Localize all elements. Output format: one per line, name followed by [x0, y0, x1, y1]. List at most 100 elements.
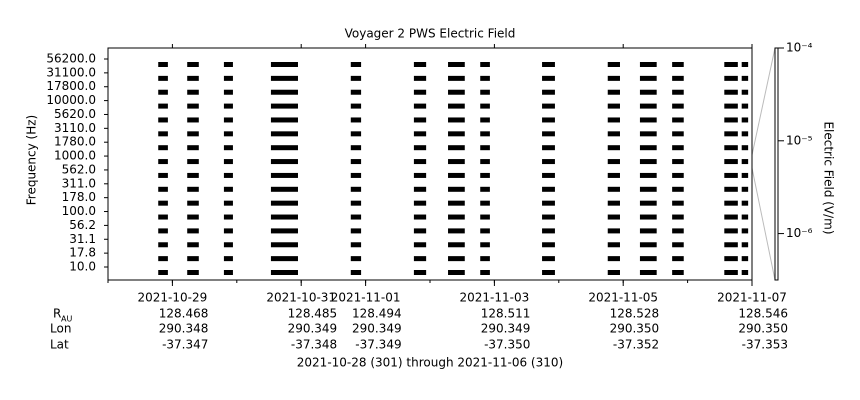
burst-cell [672, 214, 684, 220]
burst-cell [607, 89, 620, 95]
burst-cell [607, 75, 620, 81]
burst-cell [542, 131, 555, 137]
burst-cell [350, 62, 362, 67]
burst-cell [448, 172, 465, 178]
burst-cell [270, 131, 298, 137]
burst-cell [187, 200, 199, 206]
burst-cell [350, 117, 362, 123]
burst-cell [672, 117, 684, 123]
ephemeris-value: 128.468 [159, 307, 209, 321]
burst-cell [724, 145, 738, 151]
burst-cell [448, 103, 465, 109]
y-tick-label: 1000.0 [54, 149, 96, 163]
burst-cell [187, 103, 199, 109]
burst-cell [724, 228, 738, 234]
burst-cell [448, 186, 465, 192]
burst-cell [158, 200, 168, 206]
burst-cell [223, 145, 233, 151]
burst-cell [607, 62, 620, 67]
burst-cell [223, 62, 233, 67]
burst [724, 62, 738, 275]
burst-cell [223, 186, 233, 192]
burst-cell [270, 200, 298, 206]
burst-cell [187, 256, 199, 262]
burst-cell [480, 89, 490, 95]
burst-cell [223, 172, 233, 178]
x-tick-label: 2021-10-31 [266, 291, 336, 305]
ephemeris-value: -37.349 [355, 338, 401, 352]
burst-cell [724, 200, 738, 206]
burst-cell [158, 117, 168, 123]
burst-cell [639, 200, 657, 206]
burst-cell [639, 103, 657, 109]
ephemeris-value: 128.546 [738, 307, 788, 321]
ephemeris-value: 128.485 [288, 307, 338, 321]
burst-cell [607, 103, 620, 109]
burst-cell [741, 172, 749, 178]
burst-cell [350, 75, 362, 81]
burst-cell [223, 256, 233, 262]
colorbar-connector [751, 47, 776, 156]
y-tick-label: 31.1 [69, 232, 96, 246]
y-tick-label: 17.8 [69, 246, 96, 260]
ephemeris-value: -37.348 [291, 338, 337, 352]
ephemeris-label-sub: AU [61, 315, 72, 324]
burst-cell [270, 159, 298, 165]
burst-cell [672, 103, 684, 109]
burst-cell [448, 228, 465, 234]
burst-cell [672, 200, 684, 206]
burst-cell [542, 62, 555, 67]
burst-cell [542, 89, 555, 95]
burst-cell [448, 242, 465, 248]
burst [542, 62, 555, 275]
colorbar [774, 47, 779, 281]
burst-cell [724, 270, 738, 275]
burst-cell [542, 145, 555, 151]
burst-cell [448, 159, 465, 165]
burst-cell [741, 75, 749, 81]
burst-cell [542, 159, 555, 165]
burst-cell [480, 270, 490, 275]
burst-cell [350, 242, 362, 248]
burst-cell [158, 89, 168, 95]
burst-cell [413, 62, 427, 67]
burst-cell [741, 89, 749, 95]
burst-cell [724, 62, 738, 67]
burst-cell [607, 172, 620, 178]
burst [187, 62, 199, 275]
burst-cell [542, 270, 555, 275]
burst-cell [223, 103, 233, 109]
burst-cell [223, 117, 233, 123]
burst-cell [672, 256, 684, 262]
burst-cell [672, 62, 684, 67]
burst-cell [542, 103, 555, 109]
burst-cell [639, 256, 657, 262]
burst-cell [542, 200, 555, 206]
burst-cell [187, 270, 199, 275]
burst-cell [607, 186, 620, 192]
colorbar-connector [751, 167, 776, 281]
ephemeris-value: -37.350 [484, 338, 530, 352]
burst-cell [158, 62, 168, 67]
burst-cell [187, 89, 199, 95]
burst-cell [480, 75, 490, 81]
burst-cell [542, 75, 555, 81]
burst-cell [639, 270, 657, 275]
burst-cell [158, 186, 168, 192]
ephemeris-value: 128.494 [352, 307, 402, 321]
burst-cell [639, 131, 657, 137]
burst-cell [724, 103, 738, 109]
burst-cell [480, 103, 490, 109]
burst-cell [350, 89, 362, 95]
burst-cell [480, 186, 490, 192]
burst-cell [542, 242, 555, 248]
burst-cell [158, 270, 168, 275]
burst-cell [607, 131, 620, 137]
burst-cell [724, 131, 738, 137]
burst-cell [187, 145, 199, 151]
burst-cell [158, 228, 168, 234]
burst-cell [741, 131, 749, 137]
burst-cell [270, 186, 298, 192]
burst-cell [672, 159, 684, 165]
burst-cell [672, 186, 684, 192]
